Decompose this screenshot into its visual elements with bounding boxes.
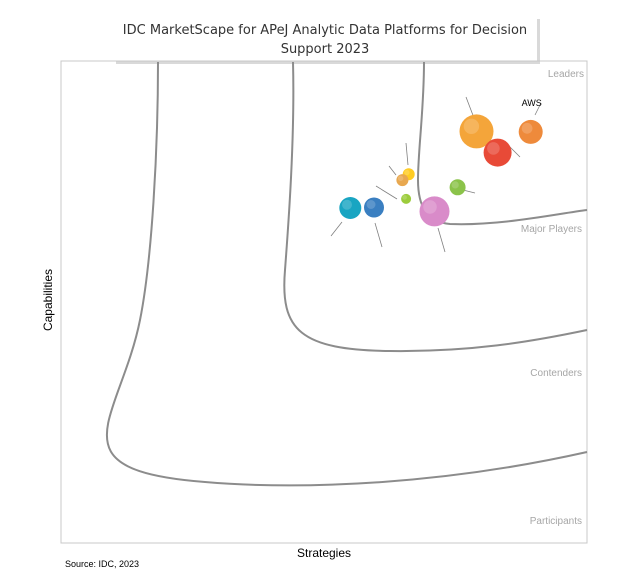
vendor-bubble-8 bbox=[419, 196, 450, 227]
vendor-bubble-3 bbox=[518, 119, 543, 144]
x-axis-label: Strategies bbox=[297, 546, 351, 560]
vendor-label-3: AWS bbox=[522, 98, 542, 108]
vendor-bubble-2 bbox=[483, 138, 512, 167]
vendor-bubble-highlight-10 bbox=[366, 200, 376, 209]
plot-frame bbox=[60, 60, 588, 544]
chart-title-line2: Support 2023 bbox=[281, 42, 370, 57]
segment-label-contenders: Contenders bbox=[530, 368, 582, 379]
y-axis-label: Capabilities bbox=[41, 269, 55, 331]
vendor-bubble-7 bbox=[401, 193, 412, 204]
vendor-bubble-10 bbox=[364, 197, 384, 218]
boundary-contenders-participants bbox=[105, 61, 588, 487]
vendor-bubble-9 bbox=[339, 197, 362, 219]
vendor-bubble-6 bbox=[396, 174, 409, 187]
vendor-bubbles: AWS bbox=[339, 98, 543, 227]
vendor-bubble-highlight-1 bbox=[463, 118, 480, 134]
vendor-bubble-highlight-6 bbox=[397, 175, 404, 181]
vendor-bubble-highlight-9 bbox=[342, 199, 352, 210]
vendor-bubble-highlight-5 bbox=[404, 169, 410, 176]
source-note: Source: IDC, 2023 bbox=[65, 559, 139, 569]
boundary-majorplayers-contenders bbox=[283, 61, 588, 353]
vendor-bubble-highlight-8 bbox=[423, 200, 437, 214]
chart-title-line1: IDC MarketScape for APeJ Analytic Data P… bbox=[123, 23, 527, 38]
vendor-bubble-highlight-2 bbox=[487, 142, 500, 155]
vendor-bubble-highlight-7 bbox=[402, 195, 407, 200]
segment-label-leaders: Leaders bbox=[548, 69, 584, 80]
vendor-bubble-1 bbox=[459, 114, 494, 149]
vendor-bubble-highlight-3 bbox=[521, 122, 533, 134]
title-box bbox=[113, 16, 537, 61]
vendor-bubble-highlight-4 bbox=[451, 181, 459, 189]
leader-lines bbox=[330, 96, 542, 253]
vendor-bubble-4 bbox=[449, 179, 466, 196]
segment-label-major-players: Major Players bbox=[521, 224, 582, 235]
segment-label-participants: Participants bbox=[530, 516, 582, 527]
